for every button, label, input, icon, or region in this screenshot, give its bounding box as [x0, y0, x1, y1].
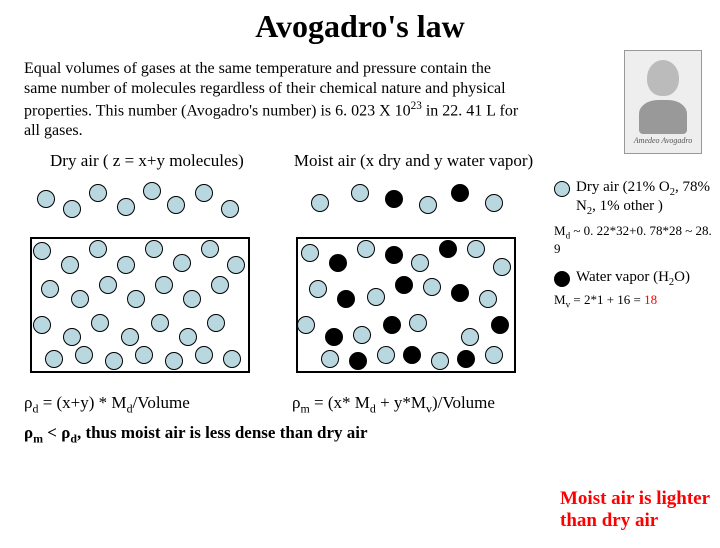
- dry-molecule: [351, 184, 369, 202]
- dry-molecule: [63, 200, 81, 218]
- dry-molecule: [221, 200, 239, 218]
- dry-molecule: [143, 182, 161, 200]
- water-vapor-icon: [554, 271, 570, 287]
- dry-molecule: [167, 196, 185, 214]
- dry-molecule: [419, 196, 437, 214]
- dry-air-icon: [554, 181, 570, 197]
- dry-molecule: [195, 184, 213, 202]
- avogadro-portrait: Amedeo Avogadro: [624, 50, 702, 154]
- vapor-molecule: [451, 184, 469, 202]
- rho-m-formula: ρm = (x* Md + y*Mv)/Volume: [292, 393, 495, 416]
- description-text: Equal volumes of gases at the same tempe…: [24, 59, 524, 141]
- dry-molecule: [485, 194, 503, 212]
- legend: Dry air (21% O2, 78% N2, 1% other ) Md ~…: [554, 179, 714, 309]
- dry-air-label: Dry air ( z = x+y molecules): [50, 151, 244, 171]
- legend-dry-text: Dry air (21% O2, 78% N2, 1% other ): [576, 179, 714, 217]
- page-title: Avogadro's law: [0, 8, 720, 45]
- inequality-text: ρm < ρd, thus moist air is less dense th…: [24, 423, 368, 446]
- legend-mv-text: Mv = 2*1 + 16 = 18: [554, 292, 714, 310]
- legend-md-text: Md ~ 0. 22*32+0. 78*28 ~ 28. 9: [554, 223, 714, 257]
- rho-d-formula: ρd = (x+y) * Md/Volume: [24, 393, 190, 416]
- dry-molecule: [37, 190, 55, 208]
- legend-vapor-text: Water vapor (H2O): [576, 269, 690, 288]
- conclusion-text: Moist air is lighter than dry air: [560, 488, 710, 532]
- dry-molecule: [311, 194, 329, 212]
- vapor-molecule: [385, 190, 403, 208]
- dry-molecule: [89, 184, 107, 202]
- moist-air-label: Moist air (x dry and y water vapor): [294, 151, 533, 171]
- dry-molecule: [117, 198, 135, 216]
- molecule-diagram: Dry air (21% O2, 78% N2, 1% other ) Md ~…: [0, 179, 720, 379]
